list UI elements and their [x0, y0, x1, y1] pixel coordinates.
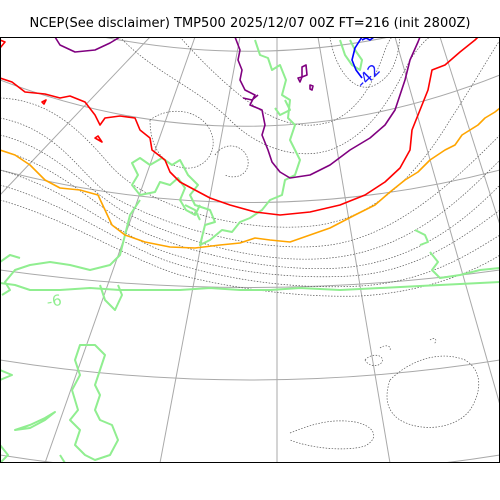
graticule-latitudes	[0, 37, 500, 463]
graticule-longitudes	[0, 37, 500, 463]
contour-label-green: -6	[45, 291, 63, 311]
dotted-contours	[0, 37, 500, 450]
contour-label-blue: -42	[352, 60, 384, 92]
isotherm-blue	[351, 37, 375, 79]
isotherm-orange	[0, 107, 500, 249]
isotherm-purple	[54, 37, 421, 179]
isotherm-red	[0, 37, 479, 216]
figure-title: NCEP(See disclaimer) TMP500 2025/12/07 0…	[29, 16, 471, 31]
